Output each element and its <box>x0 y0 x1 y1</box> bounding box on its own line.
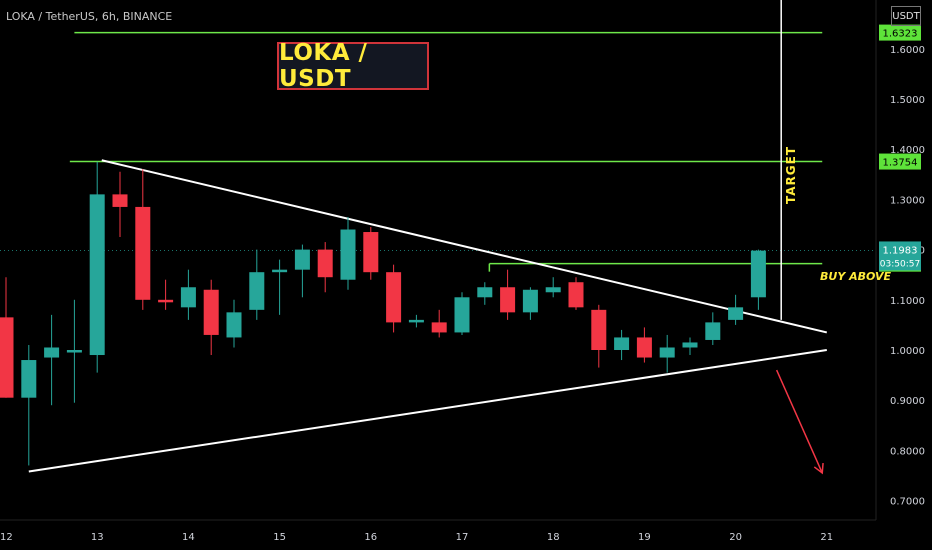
candle-body <box>226 312 242 338</box>
x-tick-label: 12 <box>0 532 13 543</box>
upper_trendline <box>101 159 828 334</box>
y-tick-label: 0.8000 <box>890 446 925 457</box>
candle-body <box>317 249 333 278</box>
x-tick-label: 21 <box>820 532 833 543</box>
x-tick-label: 17 <box>456 532 469 543</box>
mid_level-price-tag <box>879 153 921 170</box>
candle-body <box>568 282 584 308</box>
x-tick-label: 20 <box>729 532 742 543</box>
price-unit-button[interactable]: USDT <box>891 6 921 26</box>
countdown-text: 03:50:57 <box>880 259 920 269</box>
candle-body <box>545 287 561 293</box>
candle-body <box>89 194 105 356</box>
candle-body <box>272 269 288 273</box>
candle-body <box>112 194 128 207</box>
candle-body <box>750 250 766 298</box>
y-tick-label: 0.7000 <box>890 497 925 508</box>
candle-body <box>500 287 516 313</box>
candle-body <box>44 347 60 358</box>
down-arrow-shaft <box>775 369 823 474</box>
candle-body <box>659 347 675 358</box>
title-text: LOKA / USDT <box>279 40 368 92</box>
candle-body <box>135 206 151 300</box>
lower_trendline <box>28 349 827 473</box>
title-box: LOKA / USDT <box>277 40 429 92</box>
y-tick-label: 1.6000 <box>890 45 925 56</box>
top_level-price-tag <box>879 24 921 41</box>
candle-body <box>180 287 196 308</box>
down-arrow-head <box>813 462 824 475</box>
candle-body <box>477 287 493 298</box>
symbol-header: LOKA / TetherUS, 6h, BINANCE <box>6 10 173 23</box>
candle-body <box>614 337 630 350</box>
y-tick-label: 1.0000 <box>890 346 925 357</box>
x-tick-label: 18 <box>547 532 560 543</box>
current-price-tag <box>879 241 921 271</box>
candle-body <box>363 232 379 273</box>
candle-body <box>0 317 14 398</box>
candle-body <box>408 319 424 323</box>
x-tick-label: 13 <box>91 532 104 543</box>
candle-body <box>591 309 607 350</box>
x-tick-label: 16 <box>364 532 377 543</box>
x-tick-label: 19 <box>638 532 651 543</box>
candle-body <box>203 289 219 335</box>
current-price-tag-text: 1.1983 <box>883 245 918 256</box>
candle-body <box>454 297 470 333</box>
y-tick-label: 1.3000 <box>890 195 925 206</box>
target-label: TARGET <box>784 146 798 204</box>
candle-body <box>340 229 356 280</box>
top_level-price-tag-text: 1.6323 <box>883 29 918 40</box>
candle-body <box>21 360 37 398</box>
candle-body <box>705 322 721 340</box>
mid_level-price-tag-text: 1.3754 <box>883 158 918 169</box>
candle-body <box>294 249 310 270</box>
candle-body <box>682 342 698 348</box>
candle-body <box>158 299 174 303</box>
buy-above-label: BUY ABOVE <box>820 270 891 283</box>
y-tick-label: 0.9000 <box>890 396 925 407</box>
x-tick-label: 14 <box>182 532 195 543</box>
y-tick-label: 1.1000 <box>890 296 925 307</box>
x-tick-label: 15 <box>273 532 286 543</box>
candle-body <box>522 289 538 313</box>
candle-body <box>636 337 652 358</box>
candle-body <box>386 272 402 323</box>
candle-body <box>431 322 447 333</box>
y-tick-label: 1.5000 <box>890 95 925 106</box>
candle-body <box>66 350 82 353</box>
candle-body <box>249 272 265 310</box>
y-tick-label: 1.4000 <box>890 145 925 156</box>
candle-body <box>728 307 744 320</box>
